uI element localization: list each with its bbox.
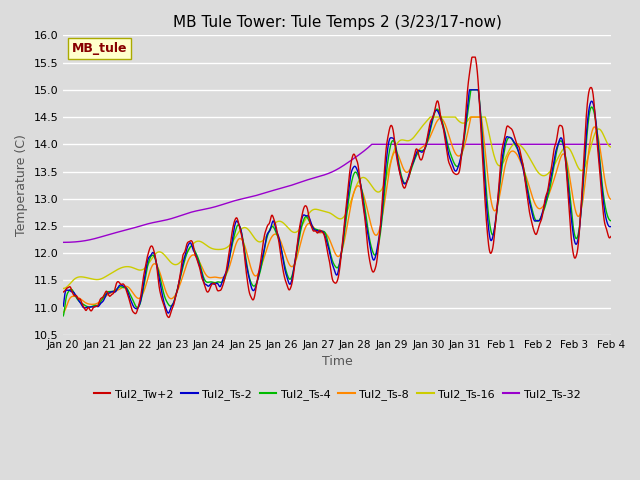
Title: MB Tule Tower: Tule Temps 2 (3/23/17-now): MB Tule Tower: Tule Temps 2 (3/23/17-now… <box>173 15 502 30</box>
Legend: Tul2_Tw+2, Tul2_Ts-2, Tul2_Ts-4, Tul2_Ts-8, Tul2_Ts-16, Tul2_Ts-32: Tul2_Tw+2, Tul2_Ts-2, Tul2_Ts-4, Tul2_Ts… <box>89 384 585 404</box>
Text: MB_tule: MB_tule <box>72 42 127 55</box>
Y-axis label: Temperature (C): Temperature (C) <box>15 134 28 236</box>
X-axis label: Time: Time <box>322 355 353 368</box>
